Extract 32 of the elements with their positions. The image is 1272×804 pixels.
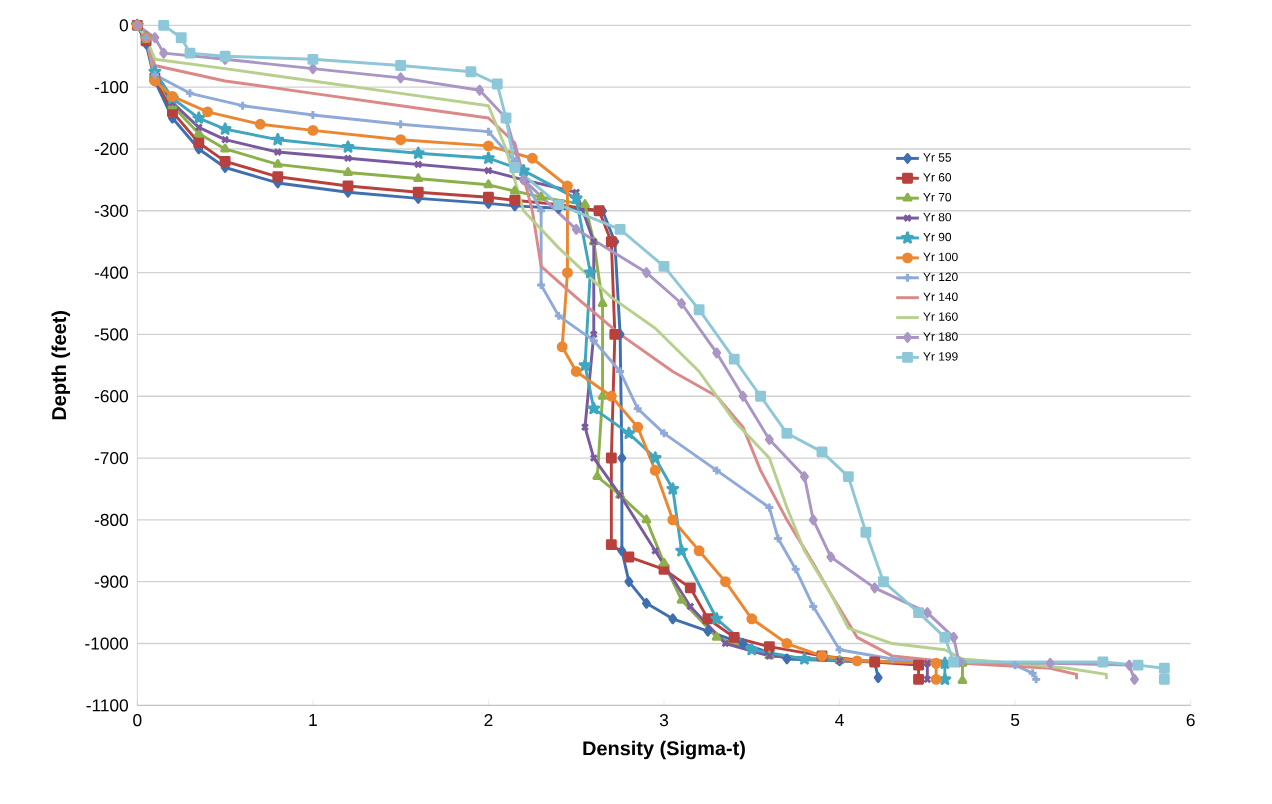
y-tick-label: -800 (94, 513, 128, 526)
y-tick-label: -1000 (85, 637, 128, 650)
legend-label: Yr 90 (923, 232, 952, 242)
legend-label: Yr 60 (923, 173, 952, 182)
x-axis-title: Density (Sigma-t) (583, 740, 745, 760)
x-tick-label: 0 (133, 714, 142, 727)
legend-label: Yr 55 (923, 153, 952, 162)
y-tick-label: -700 (94, 451, 128, 465)
legend-label: Yr 100 (923, 252, 958, 262)
x-tick-label: 5 (1011, 714, 1020, 727)
legend-label: Yr 140 (923, 292, 958, 301)
x-tick-label: 6 (1186, 714, 1195, 727)
legend-label: Yr 120 (923, 272, 958, 282)
y-tick-label: -500 (94, 328, 128, 341)
legend-label: Yr 199 (923, 352, 958, 361)
legend-label: Yr 160 (923, 312, 958, 321)
legend-label: Yr 70 (923, 192, 952, 202)
legend-label: Yr 180 (923, 332, 958, 341)
x-tick-label: 3 (659, 714, 669, 727)
legend-label: Yr 80 (923, 212, 952, 222)
x-tick-label: 4 (835, 714, 844, 726)
y-tick-label: -900 (94, 575, 128, 588)
y-tick-label: -600 (94, 390, 128, 403)
y-tick-label: -400 (94, 266, 128, 279)
y-tick-label: -200 (94, 142, 128, 156)
x-tick-label: 2 (484, 714, 493, 727)
y-tick-label: -1100 (86, 699, 128, 712)
x-tick-label: 1 (309, 714, 317, 726)
y-axis-title: Depth (feet) (51, 311, 71, 420)
y-tick-label: -100 (94, 81, 128, 94)
y-tick-label: -300 (94, 204, 128, 217)
y-tick-label: 0 (119, 19, 128, 32)
